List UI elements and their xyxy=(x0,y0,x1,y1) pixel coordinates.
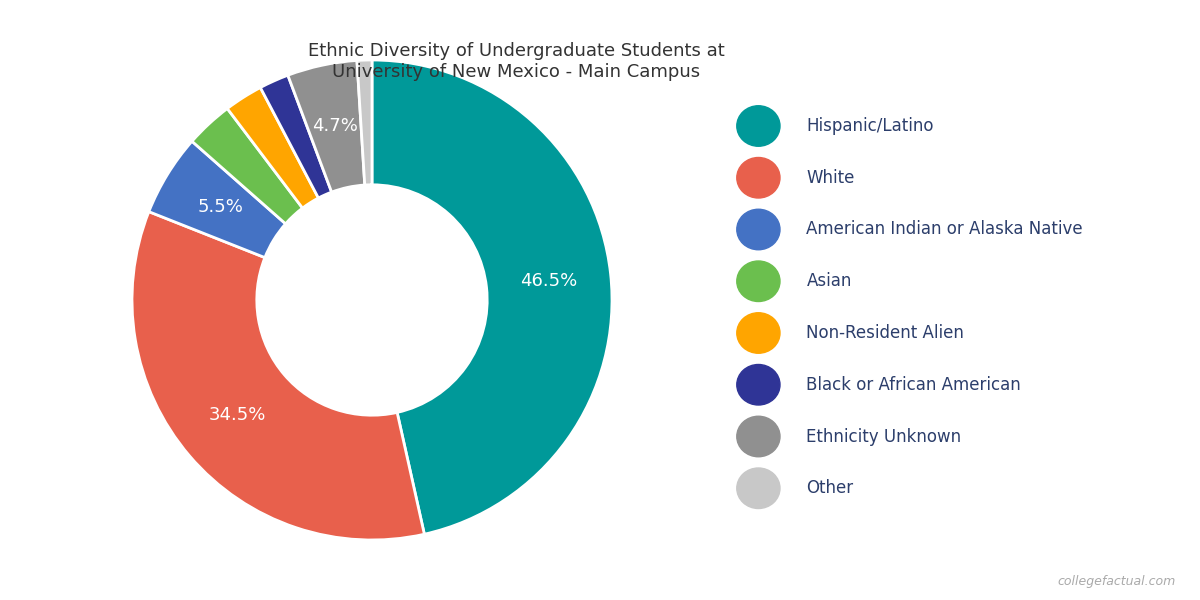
Wedge shape xyxy=(192,109,302,224)
Text: 34.5%: 34.5% xyxy=(209,406,265,424)
Wedge shape xyxy=(227,88,318,208)
Circle shape xyxy=(737,209,780,250)
Circle shape xyxy=(737,416,780,457)
Circle shape xyxy=(737,468,780,509)
Text: Ethnic Diversity of Undergraduate Students at
University of New Mexico - Main Ca: Ethnic Diversity of Undergraduate Studen… xyxy=(307,42,725,81)
Circle shape xyxy=(737,157,780,198)
Text: Non-Resident Alien: Non-Resident Alien xyxy=(806,324,965,342)
Text: Hispanic/Latino: Hispanic/Latino xyxy=(806,117,934,135)
Circle shape xyxy=(737,261,780,301)
Text: 5.5%: 5.5% xyxy=(198,198,244,216)
Text: White: White xyxy=(806,169,854,187)
Text: American Indian or Alaska Native: American Indian or Alaska Native xyxy=(806,220,1084,238)
Text: collegefactual.com: collegefactual.com xyxy=(1057,575,1176,588)
Text: Asian: Asian xyxy=(806,272,852,290)
Circle shape xyxy=(737,106,780,146)
Wedge shape xyxy=(372,60,612,534)
Wedge shape xyxy=(260,75,331,198)
Text: Other: Other xyxy=(806,479,853,497)
Text: 46.5%: 46.5% xyxy=(520,272,577,290)
Circle shape xyxy=(737,313,780,353)
Wedge shape xyxy=(288,61,365,192)
Circle shape xyxy=(737,364,780,405)
Wedge shape xyxy=(356,60,372,185)
Text: 4.7%: 4.7% xyxy=(312,118,358,136)
Wedge shape xyxy=(132,212,425,540)
Text: Black or African American: Black or African American xyxy=(806,376,1021,394)
Wedge shape xyxy=(149,141,286,257)
Text: Ethnicity Unknown: Ethnicity Unknown xyxy=(806,427,961,445)
